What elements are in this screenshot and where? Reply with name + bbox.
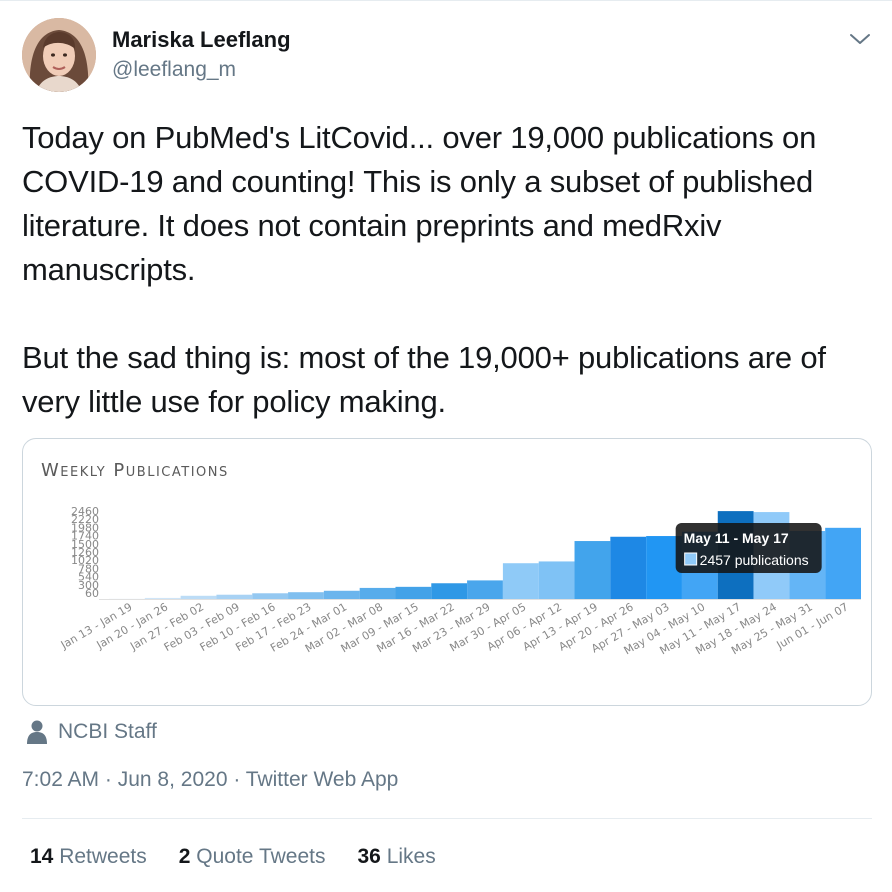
bar	[180, 595, 217, 599]
tooltip-swatch	[684, 552, 698, 566]
chart-card[interactable]: Weekly Publications 2460 2220 1980 1740 1500 1…	[22, 438, 872, 706]
y-tick-label: 1980	[71, 521, 99, 534]
bar	[288, 592, 324, 599]
bar	[144, 597, 181, 599]
retweets-count: 14	[30, 845, 54, 868]
bar	[574, 541, 611, 599]
quote-tweets-stat[interactable]: 2 Quote Tweets	[179, 845, 326, 869]
tweet-paragraph-1: Today on PubMed's LitCovid... over 19,00…	[22, 120, 817, 287]
bar	[216, 594, 253, 599]
chart-title: Weekly Publications	[41, 460, 229, 481]
bar	[502, 563, 539, 599]
tweet-paragraph-2: But the sad thing is: most of the 19,000…	[22, 340, 826, 419]
likes-label: Likes	[386, 845, 436, 868]
tooltip-box	[675, 523, 822, 573]
bar	[359, 587, 396, 599]
quote-tweets-label: Quote Tweets	[196, 845, 326, 868]
tweet-meta: 7:02 AM · Jun 8, 2020 · Twitter Web App	[22, 768, 398, 792]
bar	[825, 527, 861, 599]
person-icon	[27, 720, 47, 744]
y-tick-label: 1740	[71, 530, 99, 543]
weekly-publications-chart: Weekly Publications246022201980174015001…	[41, 460, 861, 657]
author-handle[interactable]: @leeflang_m	[112, 58, 237, 81]
divider	[22, 818, 872, 819]
y-tick-label: 540	[78, 571, 99, 584]
y-tick-label: 2460	[71, 505, 99, 518]
tweet-date[interactable]: Jun 8, 2020	[117, 768, 228, 791]
retweets-stat[interactable]: 14 Retweets	[30, 845, 147, 869]
y-tick-label: 2220	[71, 513, 99, 526]
likes-stat[interactable]: 36 Likes	[357, 845, 435, 869]
avatar-image	[22, 18, 96, 92]
chevron-down-icon	[850, 34, 870, 44]
bar	[323, 590, 360, 599]
avatar[interactable]	[22, 18, 96, 92]
y-tick-label: 780	[78, 562, 99, 575]
meta-separator: ·	[233, 768, 246, 791]
y-tick-label: 1500	[71, 538, 99, 551]
y-tick-label: 1260	[71, 546, 99, 559]
tooltip-value: 2457 publications	[700, 552, 809, 568]
meta-separator: ·	[104, 768, 118, 791]
tweet-text: Today on PubMed's LitCovid... over 19,00…	[22, 116, 872, 424]
y-tick-label: 60	[85, 587, 99, 600]
author-name[interactable]: Mariska Leeflang	[112, 27, 291, 52]
engagement-stats: 14 Retweets 2 Quote Tweets 36 Likes	[30, 845, 468, 869]
bar	[431, 583, 468, 599]
bar	[538, 561, 575, 599]
more-options-button[interactable]	[846, 26, 874, 52]
tooltip-title: May 11 - May 17	[684, 530, 789, 546]
quote-tweets-count: 2	[178, 845, 191, 868]
bar	[467, 580, 503, 599]
top-border	[0, 0, 892, 1]
bar	[610, 536, 647, 599]
y-tick-label: 1020	[71, 554, 99, 567]
bar	[252, 593, 289, 599]
tweet-source-app[interactable]: Twitter Web App	[245, 768, 399, 791]
source-label: NCBI Staff	[26, 716, 157, 748]
bar	[395, 586, 432, 599]
tweet-time[interactable]: 7:02 AM	[22, 768, 100, 791]
source-text: NCBI Staff	[58, 720, 157, 743]
y-tick-label: 300	[78, 579, 99, 592]
retweets-label: Retweets	[59, 845, 147, 868]
likes-count: 36	[357, 845, 381, 868]
